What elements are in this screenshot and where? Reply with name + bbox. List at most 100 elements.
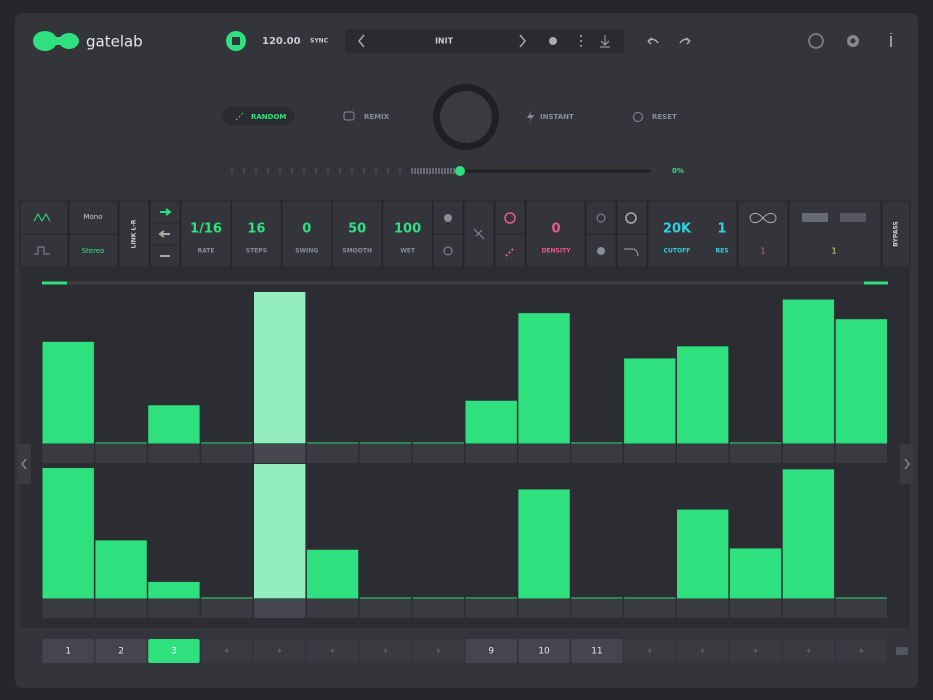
filter-cycle[interactable] [596,213,606,223]
step-bar[interactable] [624,358,676,443]
mute-icon[interactable] [473,228,485,240]
page-left-icon [21,458,27,470]
pattern-slot[interactable] [624,639,676,663]
step-bar[interactable] [782,299,835,443]
bpm[interactable]: 120.00 [262,36,301,47]
pattern-slot[interactable] [782,639,835,663]
control-cell [737,200,789,268]
main-knob[interactable] [440,91,492,143]
next-preset[interactable] [519,34,526,48]
filter-settings[interactable] [597,247,605,255]
pattern-slot[interactable] [254,639,306,663]
step-bar[interactable] [148,581,200,598]
control-cell [616,233,648,268]
pattern-slot[interactable] [306,639,359,663]
pattern-slot[interactable] [201,639,253,663]
density-value[interactable]: 0 [551,222,560,237]
instant-icon [527,110,534,124]
wave-sine[interactable] [33,212,51,223]
pattern-slot[interactable] [518,639,570,663]
step-bar[interactable] [42,468,94,598]
pattern-slot[interactable] [42,639,94,663]
clear-patterns[interactable] [896,647,908,655]
mono[interactable]: Mono [83,213,102,221]
pattern-slot[interactable] [677,639,729,663]
step-bar[interactable] [518,489,570,598]
page-right[interactable] [900,444,914,484]
bypass[interactable]: BYPASS [893,221,900,246]
sync[interactable]: SYNC [310,38,329,45]
noise-a[interactable] [802,213,828,222]
step-bar[interactable] [677,346,729,443]
stereo[interactable]: Stereo [82,247,105,255]
dot-toggle[interactable] [444,214,452,222]
density-power[interactable] [504,212,516,224]
preset-name[interactable]: INIT [435,37,454,46]
slider-thumb[interactable] [455,166,465,176]
step-block [465,444,517,463]
favorite[interactable] [549,37,557,45]
redo[interactable] [679,37,691,45]
density-label: DENSITY [541,248,571,255]
save[interactable] [600,35,610,48]
step-bar[interactable] [465,400,517,443]
step-block [201,599,253,618]
remix-button[interactable]: REMIX [364,113,390,121]
density-dice[interactable] [505,247,515,257]
step-bar[interactable] [42,341,94,443]
param-value[interactable]: 1/16 [190,222,222,237]
menu[interactable] [580,35,582,37]
step-bar[interactable] [729,548,782,598]
reset-button[interactable]: RESET [652,113,677,121]
cycle-toggle[interactable] [443,246,453,256]
pattern-label: + [435,647,441,655]
pattern-slot[interactable] [359,639,412,663]
pattern-slot[interactable] [412,639,464,663]
stop-icon [232,37,240,45]
param-value[interactable]: 50 [348,222,366,237]
step-block [835,599,887,618]
pattern-slot[interactable] [148,639,200,663]
undo[interactable] [647,37,659,45]
prev-preset[interactable] [358,34,365,48]
step-bar[interactable] [782,469,835,598]
step-bar[interactable] [148,405,200,443]
res-value[interactable]: 1 [717,222,726,237]
param-label: SMOOTH [342,248,372,255]
link-lr[interactable]: LINK L-R [131,219,138,248]
dir-forward[interactable] [160,208,172,216]
step-bar[interactable] [306,549,359,598]
param-value[interactable]: 16 [247,222,265,237]
pattern-slot[interactable] [835,639,887,663]
step-block [518,599,570,618]
pattern-slot[interactable] [729,639,782,663]
step-bar[interactable] [835,319,887,443]
pattern-slot[interactable] [95,639,147,663]
param-value[interactable]: 0 [302,222,311,237]
step-block [782,599,835,618]
instant-button[interactable]: INSTANT [540,113,574,121]
step-bar[interactable] [254,292,306,443]
random-button[interactable]: RANDOM [251,113,286,121]
palette[interactable] [808,33,824,49]
pattern-label: + [858,647,864,655]
wave-square[interactable] [34,246,50,255]
step-bar[interactable] [95,540,147,598]
step-bar[interactable] [254,464,306,598]
param-value[interactable]: 100 [394,222,421,237]
step-bar[interactable] [518,313,570,443]
pattern-label: 10 [538,647,550,657]
pattern-label: + [806,647,812,655]
dir-back[interactable] [158,230,170,238]
pattern-slot[interactable] [465,639,517,663]
noise-b[interactable] [840,213,866,222]
loop-icon[interactable] [749,212,777,224]
cutoff-value[interactable]: 20K [663,222,692,237]
pattern-label: + [224,647,230,655]
step-bar[interactable] [677,509,729,598]
step-block [95,444,147,463]
filter-power[interactable] [625,212,637,224]
pattern-slot[interactable] [571,639,623,663]
filter-type[interactable] [624,248,639,257]
page-left[interactable] [17,444,31,484]
